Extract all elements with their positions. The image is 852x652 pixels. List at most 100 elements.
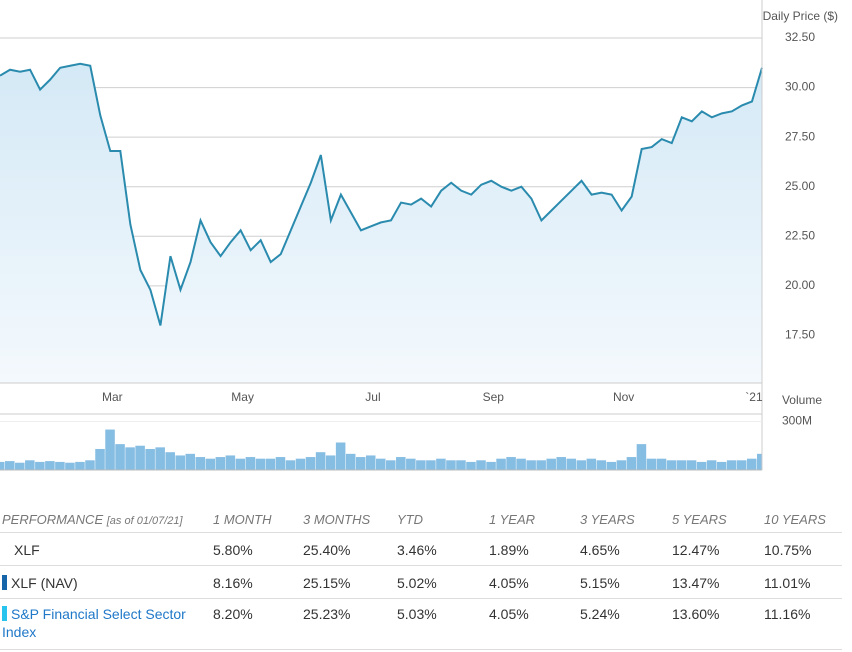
volume-bar [5, 461, 15, 470]
cell-value: 25.40% [303, 542, 351, 558]
cell-value: 25.15% [303, 575, 351, 591]
volume-bar [345, 453, 356, 470]
volume-bar [596, 460, 607, 470]
cell-value: 10.75% [764, 542, 812, 558]
column-header: 3 YEARS [580, 512, 635, 527]
volume-bar [446, 460, 456, 470]
volume-bar [45, 461, 55, 470]
y-tick-label: 30.00 [785, 80, 815, 94]
y-tick-label: 17.50 [785, 328, 815, 342]
cell-value: 5.80% [213, 542, 253, 558]
cell-value: 3.46% [397, 542, 437, 558]
cell-value: 8.16% [213, 575, 253, 591]
volume-bar [716, 461, 727, 470]
volume-bar [566, 458, 577, 470]
volume-bar [516, 458, 526, 470]
volume-bar [556, 457, 566, 470]
volume-bar [386, 460, 396, 470]
volume-bar [736, 460, 747, 470]
volume-bar [265, 458, 276, 470]
y-tick-label: 25.00 [785, 179, 815, 193]
cell-value: 13.47% [672, 575, 720, 591]
as-of: [as of 01/07/21] [106, 515, 183, 527]
volume-bar [0, 461, 5, 470]
volume-bar [546, 458, 556, 470]
column-header: 1 MONTH [213, 512, 272, 527]
volume-bar [626, 457, 637, 470]
cell-value: 5.15% [580, 575, 620, 591]
volume-bar [275, 457, 286, 470]
cell-value: 4.65% [580, 542, 620, 558]
row-name: S&P Financial Select Sector Index [2, 605, 210, 641]
volume-bar [25, 460, 35, 470]
volume-bar [586, 458, 597, 470]
table-row: XLF 5.80% 25.40% 3.46% 1.89% 4.65% 12.47% 10.75… [0, 533, 842, 566]
volume-bar [696, 461, 707, 470]
volume-bar [225, 455, 236, 470]
volume-bar [496, 458, 506, 470]
column-header: 1 YEAR [489, 512, 536, 527]
price-axis-label: Daily Price ($) [763, 9, 838, 23]
volume-bar [195, 457, 206, 470]
volume-bar [506, 457, 516, 470]
cell-value: 4.05% [489, 606, 529, 622]
volume-bar [646, 458, 657, 470]
volume-bar [125, 447, 135, 470]
column-header: 10 YEARS [764, 512, 826, 527]
volume-axis-label: Volume [782, 393, 822, 407]
volume-bar [335, 442, 346, 470]
y-tick-label: 20.00 [785, 278, 815, 292]
volume-bar [756, 453, 762, 470]
volume-bar [576, 460, 587, 470]
row-name: XLF [14, 542, 222, 558]
swatch [2, 606, 7, 621]
y-tick-label: 22.50 [785, 228, 815, 242]
cell-value: 5.03% [397, 606, 437, 622]
volume-bar [95, 448, 105, 470]
volume-bar [85, 460, 95, 470]
row-label: XLF [14, 542, 40, 558]
volume-bar [165, 452, 175, 470]
cell-value: 25.23% [303, 606, 351, 622]
row-label: XLF (NAV) [11, 575, 78, 591]
chart: Daily Price ($) Volume 17.50 20.00 22.50 25… [0, 0, 838, 471]
volume-bar [185, 453, 196, 470]
y-tick-label: 27.50 [785, 129, 815, 143]
volume-bar [416, 460, 426, 470]
cell-value: 11.16% [764, 606, 811, 622]
cell-value: 4.05% [489, 575, 529, 591]
performance-label: PERFORMANCE [2, 512, 104, 527]
volume-bar [205, 458, 216, 470]
volume-bar [255, 458, 266, 470]
volume-bar [105, 429, 115, 470]
volume-bar [726, 460, 737, 470]
volume-bar [305, 457, 316, 470]
volume-bar [666, 460, 677, 470]
volume-bar [115, 444, 125, 470]
column-header: 5 YEARS [672, 512, 727, 527]
volume-bar [616, 460, 627, 470]
x-tick-label: Nov [613, 390, 634, 404]
table-row: XLF (NAV) 8.16% 25.15% 5.02% 4.05% 5.15% 13.47… [0, 566, 842, 599]
cell-value: 5.02% [397, 575, 437, 591]
volume-bar [355, 457, 366, 470]
volume-bar [145, 448, 155, 470]
volume-bar [706, 460, 717, 470]
volume-bar [636, 444, 647, 470]
volume-bar [65, 462, 75, 470]
volume-bar [35, 461, 45, 470]
volume-bar [15, 462, 25, 470]
performance-table: PERFORMANCE [as of 01/07/21] 1 MONTH 3 MON… [0, 500, 842, 650]
y-tick-label: 32.50 [785, 30, 815, 44]
volume-bar [155, 447, 165, 470]
price-line [0, 62, 763, 326]
row-label: S&P Financial Select Sector Index [2, 606, 186, 640]
volume-bar [686, 460, 697, 470]
x-tick-label: May [231, 390, 254, 404]
volume-bar [536, 460, 546, 470]
row-name: XLF (NAV) [2, 575, 210, 591]
volume-bar [486, 461, 496, 470]
volume-bar [375, 458, 386, 470]
volume-bar [746, 458, 757, 470]
